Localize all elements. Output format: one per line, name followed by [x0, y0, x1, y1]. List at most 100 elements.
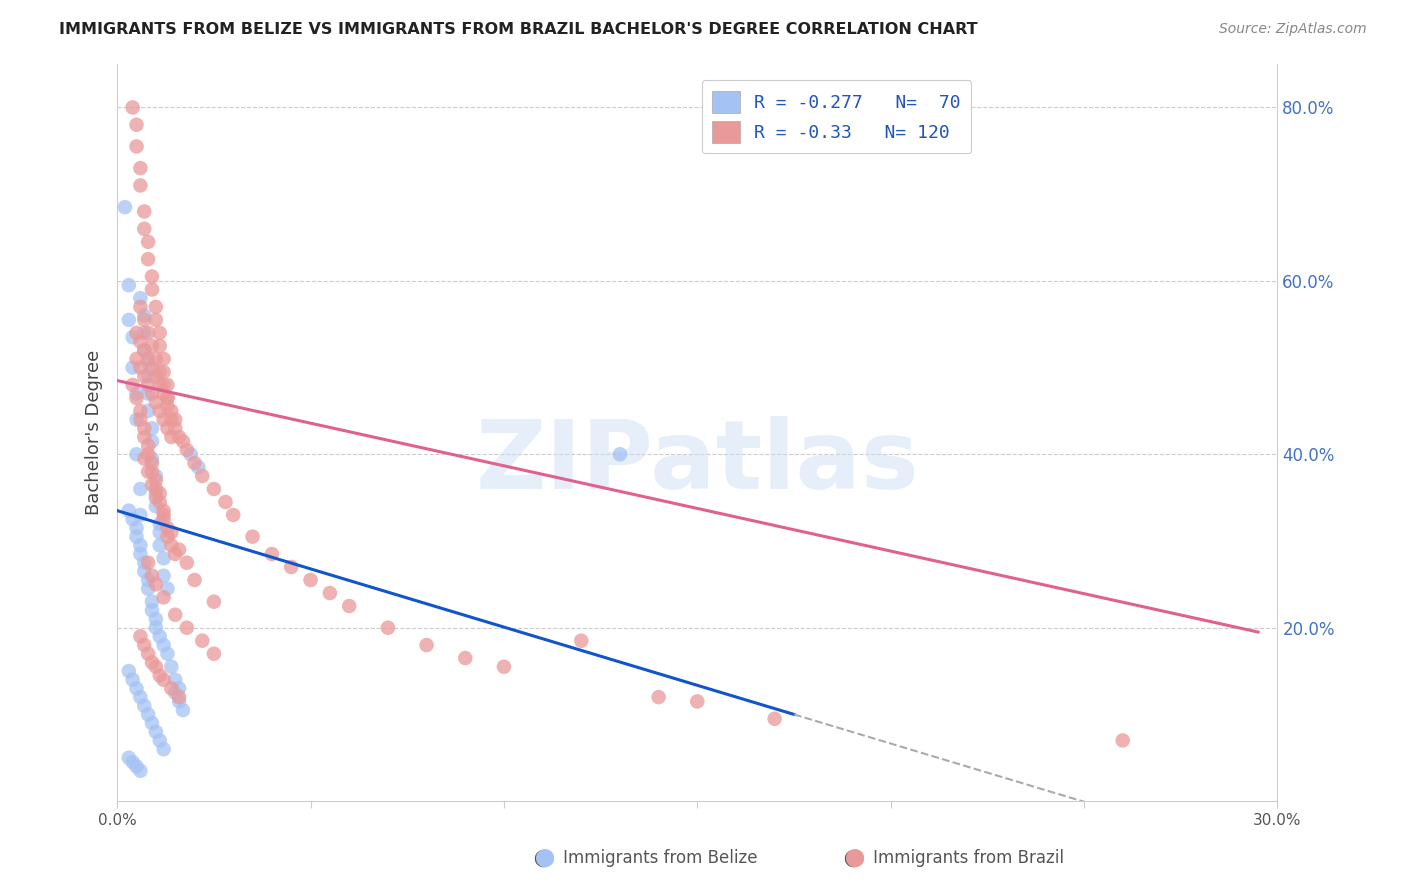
Point	[152, 512, 174, 526]
Point	[191, 633, 214, 648]
Point	[145, 621, 167, 635]
Point	[152, 365, 174, 379]
Point	[136, 439, 159, 453]
Point	[183, 573, 205, 587]
Point	[121, 673, 143, 687]
Point	[134, 309, 156, 323]
Point	[149, 378, 172, 392]
Point	[152, 412, 174, 426]
Point	[129, 412, 152, 426]
Point	[145, 500, 167, 514]
Point	[156, 530, 179, 544]
Point	[134, 313, 156, 327]
Point	[141, 434, 163, 449]
Point	[160, 430, 183, 444]
Point	[569, 633, 592, 648]
Point	[167, 430, 190, 444]
Point	[129, 508, 152, 522]
Point	[141, 716, 163, 731]
Point	[121, 378, 143, 392]
Point	[125, 447, 148, 461]
Point	[149, 339, 172, 353]
Point	[172, 434, 194, 449]
Point	[187, 460, 209, 475]
Point	[134, 222, 156, 236]
Point	[260, 547, 283, 561]
Point	[125, 139, 148, 153]
Point	[156, 421, 179, 435]
Point	[152, 638, 174, 652]
Point	[145, 313, 167, 327]
Point	[145, 482, 167, 496]
Point	[134, 343, 156, 358]
Point	[136, 326, 159, 340]
Point	[180, 447, 202, 461]
Point	[134, 556, 156, 570]
Point	[125, 412, 148, 426]
Point	[134, 421, 156, 435]
Point	[141, 283, 163, 297]
Point	[172, 703, 194, 717]
Point	[141, 386, 163, 401]
Point	[156, 391, 179, 405]
Point	[152, 673, 174, 687]
Point	[377, 621, 399, 635]
Point	[121, 512, 143, 526]
Point	[136, 369, 159, 384]
Point	[136, 386, 159, 401]
Point	[145, 300, 167, 314]
Point	[136, 351, 159, 366]
Point	[134, 430, 156, 444]
Point	[160, 681, 183, 696]
Point	[152, 742, 174, 756]
Point	[156, 400, 179, 414]
Text: Source: ZipAtlas.com: Source: ZipAtlas.com	[1219, 22, 1367, 37]
Point	[149, 326, 172, 340]
Point	[145, 612, 167, 626]
Point	[129, 690, 152, 704]
Point	[141, 595, 163, 609]
Point	[156, 582, 179, 596]
Point	[202, 482, 225, 496]
Point	[156, 378, 179, 392]
Point	[129, 482, 152, 496]
Text: ⬤: ⬤	[844, 848, 863, 867]
Point	[176, 556, 198, 570]
Point	[152, 351, 174, 366]
Point	[149, 538, 172, 552]
Point	[152, 508, 174, 522]
Point	[165, 412, 187, 426]
Text: ⬤  Immigrants from Belize: ⬤ Immigrants from Belize	[534, 849, 758, 867]
Point	[134, 326, 156, 340]
Point	[141, 360, 163, 375]
Text: ⬤: ⬤	[534, 848, 554, 867]
Point	[647, 690, 669, 704]
Point	[160, 525, 183, 540]
Point	[152, 386, 174, 401]
Point	[125, 681, 148, 696]
Point	[129, 300, 152, 314]
Point	[299, 573, 322, 587]
Point	[145, 369, 167, 384]
Point	[149, 365, 172, 379]
Point	[129, 404, 152, 418]
Point	[118, 664, 141, 678]
Point	[609, 447, 631, 461]
Point	[167, 542, 190, 557]
Point	[125, 391, 148, 405]
Point	[129, 629, 152, 643]
Point	[183, 456, 205, 470]
Point	[125, 386, 148, 401]
Point	[149, 516, 172, 531]
Point	[492, 659, 515, 673]
Point	[149, 629, 172, 643]
Point	[129, 547, 152, 561]
Point	[149, 668, 172, 682]
Point	[129, 538, 152, 552]
Point	[125, 326, 148, 340]
Point	[167, 690, 190, 704]
Point	[145, 724, 167, 739]
Point	[149, 525, 172, 540]
Point	[134, 565, 156, 579]
Point	[141, 456, 163, 470]
